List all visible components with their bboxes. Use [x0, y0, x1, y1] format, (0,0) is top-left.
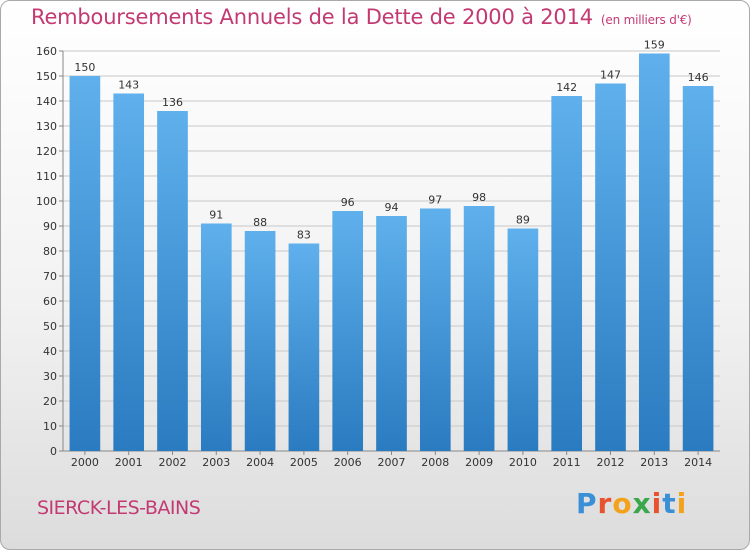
x-tick-labels: 2000 2001 2002 2003 2004 2005 2006 2007 2008 2009… — [71, 456, 712, 469]
logo-letter: r — [597, 487, 613, 520]
bar-2009 — [463, 206, 495, 451]
x-tick-label: 2004 — [246, 456, 274, 469]
chart-title: Remboursements Annuels de la Dette de 20… — [31, 5, 692, 29]
data-label: 94 — [385, 201, 399, 214]
data-label: 142 — [556, 81, 577, 94]
data-label: 89 — [516, 214, 530, 227]
x-tick-label: 2000 — [71, 456, 99, 469]
proxiti-logo: Proxiti — [576, 487, 687, 520]
logo-letter: o — [612, 487, 633, 520]
bar-2007 — [376, 216, 407, 451]
x-tick-label: 2007 — [378, 456, 406, 469]
x-tick-label: 2011 — [553, 456, 581, 469]
data-label: 159 — [644, 39, 665, 52]
city-name: SIERCK-LES-BAINS — [37, 497, 201, 519]
data-label: 91 — [209, 209, 223, 222]
bar-2004 — [244, 231, 276, 451]
y-tick-label: 160 — [36, 45, 57, 58]
data-label: 83 — [297, 229, 311, 242]
y-tick-label: 120 — [36, 145, 57, 158]
chart-title-text: Remboursements Annuels de la Dette de 20… — [31, 5, 593, 29]
data-label: 150 — [74, 61, 95, 74]
data-label: 146 — [688, 71, 709, 84]
x-tick-label: 2002 — [159, 456, 187, 469]
data-label: 88 — [253, 216, 267, 229]
bar-2003 — [200, 223, 232, 451]
data-label: 97 — [428, 194, 442, 207]
logo-letter: P — [576, 487, 598, 520]
bar-2000 — [69, 76, 101, 451]
y-tick-label: 70 — [43, 270, 57, 283]
bar-2014 — [682, 86, 714, 451]
logo-letter: x — [632, 487, 652, 520]
data-label: 96 — [341, 196, 355, 209]
y-tick-label: 80 — [43, 245, 57, 258]
x-tick-label: 2013 — [640, 456, 668, 469]
logo-letter: i — [651, 487, 663, 520]
x-tick-label: 2003 — [202, 456, 230, 469]
data-label: 147 — [600, 69, 621, 82]
y-tick-label: 150 — [36, 70, 57, 83]
bar-2002 — [157, 111, 188, 451]
y-tick-label: 40 — [43, 345, 57, 358]
chart-unit-label: (en milliers d'€) — [600, 13, 692, 27]
bar-2001 — [113, 93, 145, 451]
x-tick-label: 2006 — [334, 456, 362, 469]
data-label: 136 — [162, 96, 183, 109]
y-tick-label: 30 — [43, 370, 57, 383]
x-tick-label: 2005 — [290, 456, 318, 469]
bar-2008 — [419, 208, 451, 451]
bars — [69, 53, 714, 451]
data-label: 143 — [118, 79, 139, 92]
x-tick-label: 2008 — [421, 456, 449, 469]
bar-2012 — [595, 83, 626, 451]
y-tick-label: 10 — [43, 420, 57, 433]
y-tick-label: 90 — [43, 220, 57, 233]
y-tick-label: 60 — [43, 295, 57, 308]
bar-2005 — [288, 243, 320, 451]
y-tick-label: 140 — [36, 95, 57, 108]
bar-2006 — [332, 211, 364, 451]
x-tick-label: 2012 — [597, 456, 625, 469]
bar-2013 — [638, 53, 670, 451]
bar-2011 — [551, 96, 583, 451]
y-tick-label: 50 — [43, 320, 57, 333]
y-tick-label: 100 — [36, 195, 57, 208]
y-tick-label: 0 — [50, 445, 57, 458]
bar-2010 — [507, 228, 539, 451]
x-tick-label: 2010 — [509, 456, 537, 469]
y-tick-label: 130 — [36, 120, 57, 133]
x-tick-label: 2001 — [115, 456, 143, 469]
data-labels: 150 143 136 91 88 83 96 94 97 98 89 142 147 159 146 — [74, 39, 708, 242]
x-tick-label: 2009 — [465, 456, 493, 469]
data-label: 98 — [472, 191, 486, 204]
y-tick-label: 110 — [36, 170, 57, 183]
y-tick-label: 20 — [43, 395, 57, 408]
y-tick-labels: 0 10 20 30 40 50 60 70 80 90 100 110 120 130 140 150 160 — [36, 45, 57, 458]
x-tick-label: 2014 — [684, 456, 712, 469]
logo-letter: t — [662, 487, 677, 520]
logo-letter: i — [676, 487, 688, 520]
